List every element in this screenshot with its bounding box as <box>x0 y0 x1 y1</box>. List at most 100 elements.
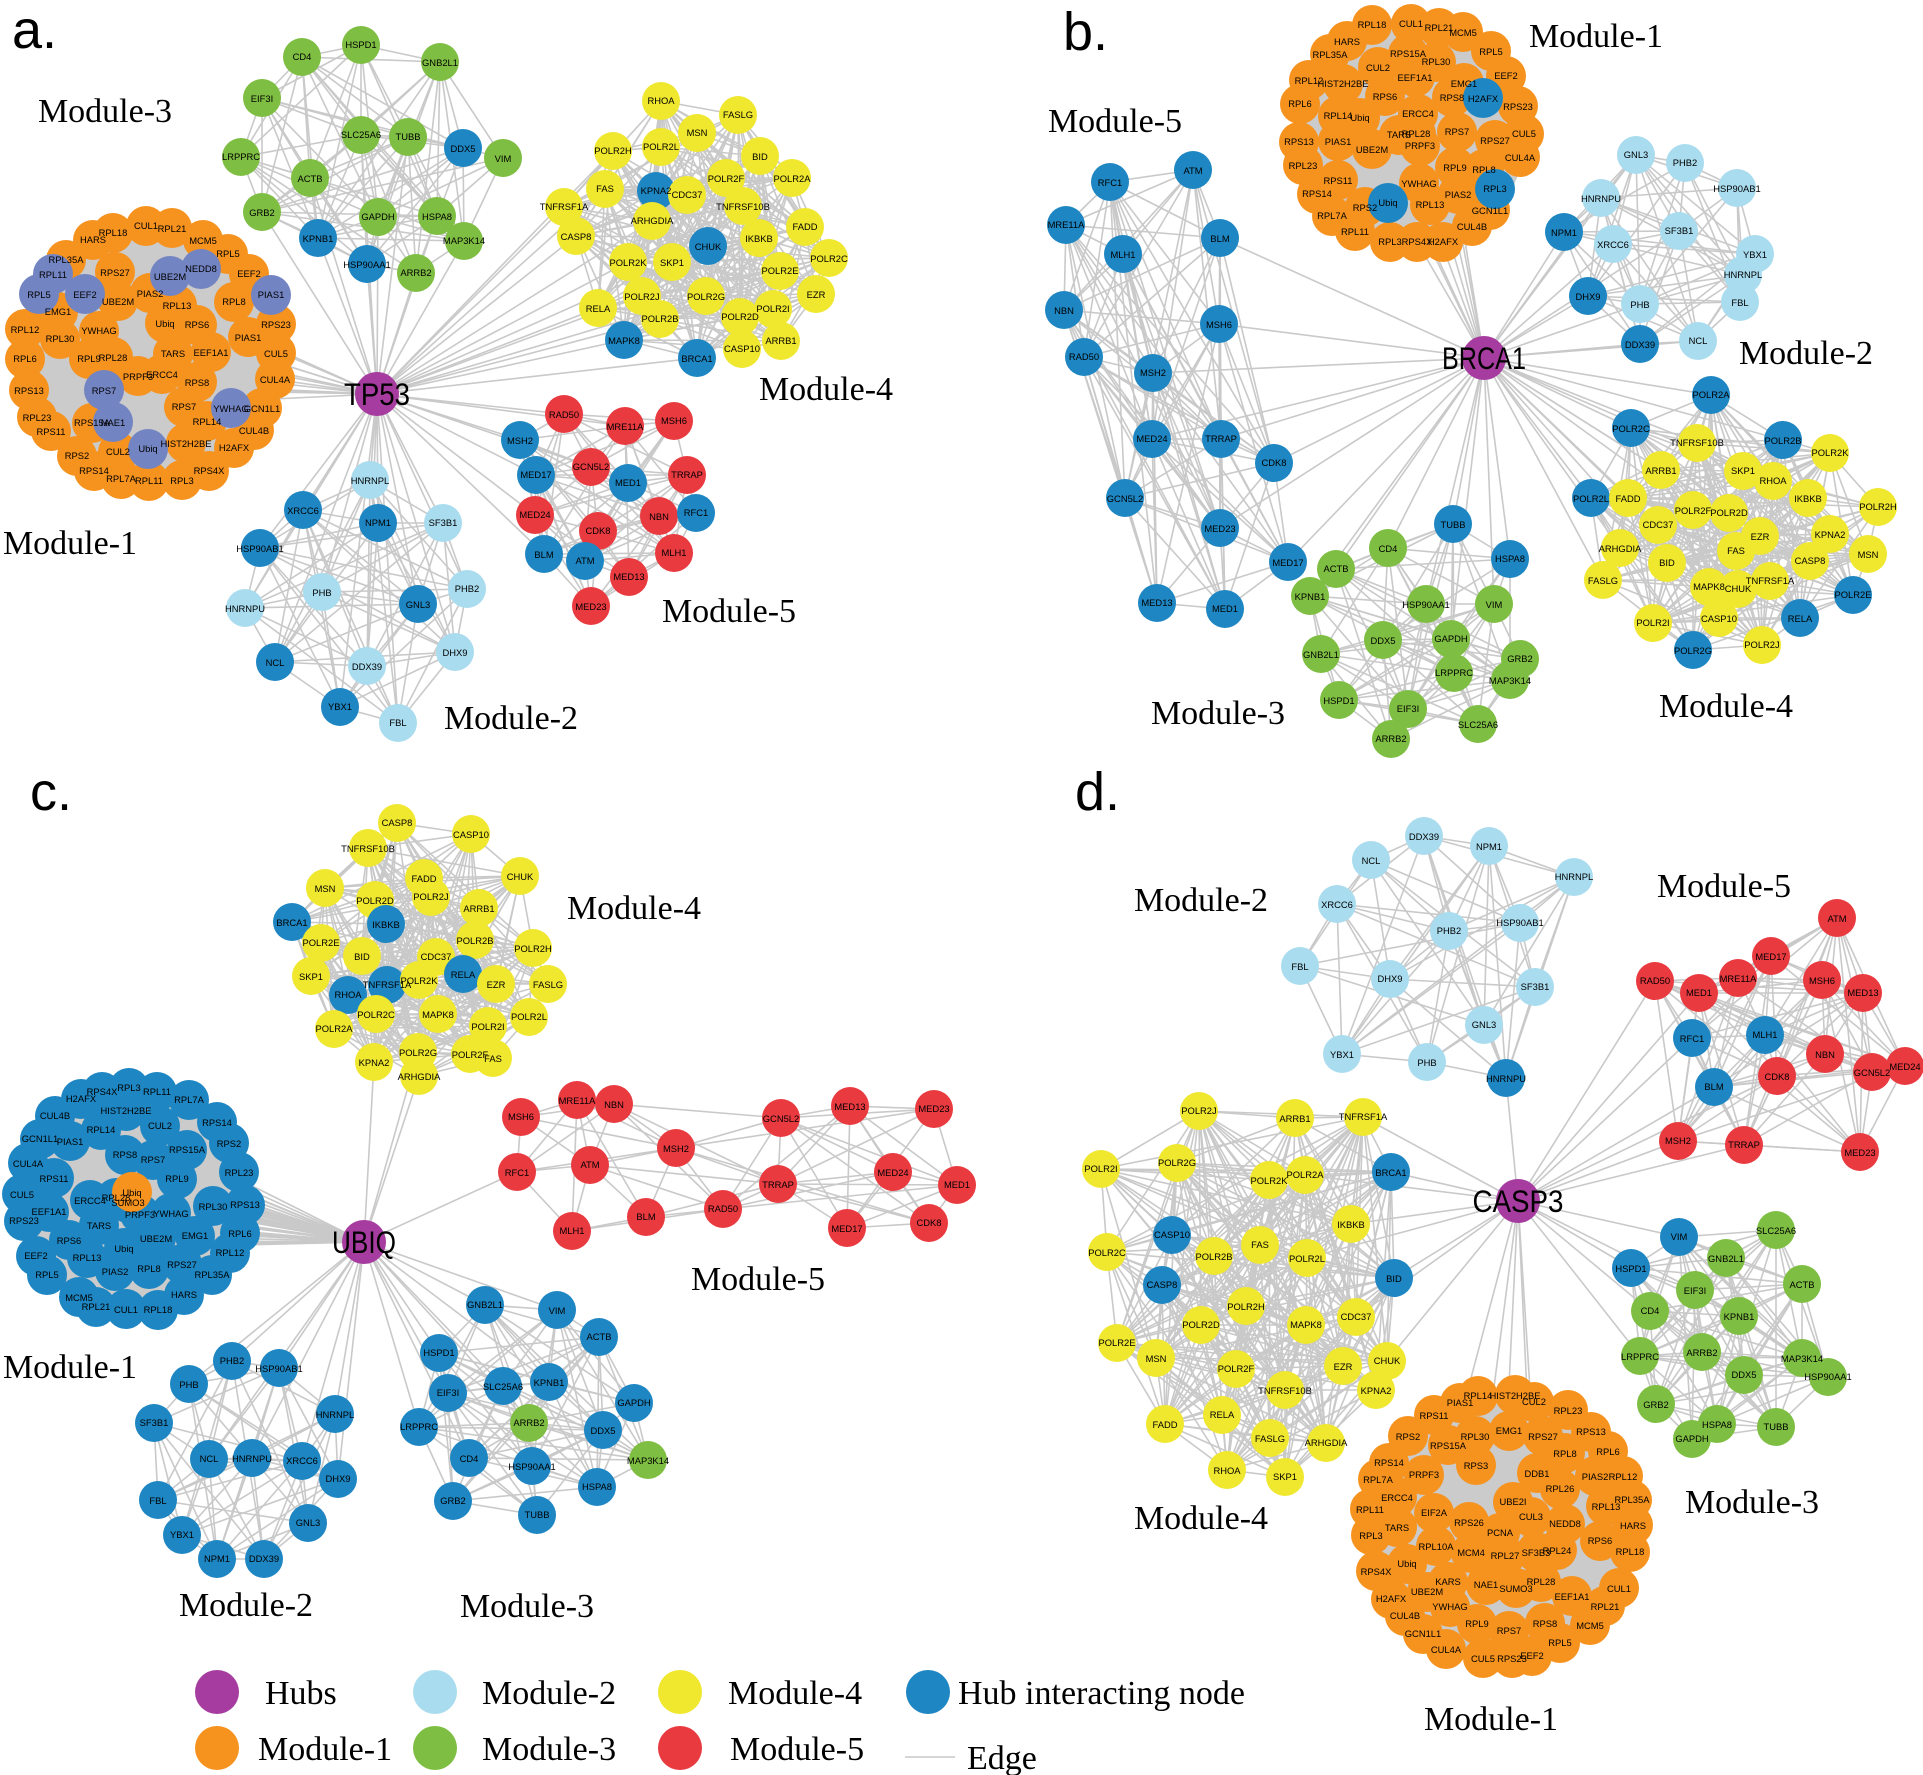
svg-text:KPNA2: KPNA2 <box>1361 1385 1392 1396</box>
svg-text:RPL30: RPL30 <box>199 1201 228 1212</box>
svg-text:CDC37: CDC37 <box>421 951 452 962</box>
svg-text:Module-2: Module-2 <box>1739 335 1873 372</box>
svg-text:RPS27: RPS27 <box>100 267 130 278</box>
svg-text:GNB2L1: GNB2L1 <box>1303 649 1339 660</box>
svg-text:RPL11: RPL11 <box>1341 226 1369 237</box>
svg-text:RPS13: RPS13 <box>230 1199 260 1210</box>
svg-text:POLR2J: POLR2J <box>624 291 659 302</box>
svg-text:HSP90AA1: HSP90AA1 <box>343 259 390 270</box>
svg-text:POLR2H: POLR2H <box>1227 1301 1265 1312</box>
svg-text:Module-1: Module-1 <box>3 525 137 562</box>
svg-text:CASP8: CASP8 <box>1795 555 1826 566</box>
svg-text:POLR2A: POLR2A <box>316 1023 354 1034</box>
svg-text:RPS2: RPS2 <box>1396 1431 1421 1442</box>
svg-text:ACTB: ACTB <box>1789 1279 1814 1290</box>
svg-text:RPS15A: RPS15A <box>169 1144 206 1155</box>
svg-text:ERCC4: ERCC4 <box>1402 108 1434 119</box>
svg-text:Module-4: Module-4 <box>1659 688 1793 725</box>
svg-text:CUL4B: CUL4B <box>40 1110 70 1121</box>
svg-text:MAP3K14: MAP3K14 <box>443 235 485 246</box>
svg-text:PIAS1: PIAS1 <box>57 1136 84 1147</box>
svg-text:SKP1: SKP1 <box>1273 1471 1297 1482</box>
svg-text:YWHAG: YWHAG <box>1401 178 1436 189</box>
svg-text:TNFRSF1A: TNFRSF1A <box>540 201 589 212</box>
svg-text:RPL30: RPL30 <box>1422 56 1451 67</box>
svg-text:GCN1L1: GCN1L1 <box>244 403 280 414</box>
svg-text:KPNA2: KPNA2 <box>359 1057 390 1068</box>
svg-text:SKP1: SKP1 <box>1731 465 1755 476</box>
svg-text:HNRNPL: HNRNPL <box>351 475 390 486</box>
svg-text:MED1: MED1 <box>1686 987 1712 998</box>
svg-text:CHUK: CHUK <box>1725 583 1752 594</box>
svg-text:CUL4A: CUL4A <box>260 374 291 385</box>
svg-text:RPL35A: RPL35A <box>195 1269 231 1280</box>
svg-text:HSPD1: HSPD1 <box>423 1347 454 1358</box>
svg-text:PRPF3: PRPF3 <box>1405 140 1435 151</box>
svg-text:RPS23: RPS23 <box>1497 1653 1527 1664</box>
svg-text:RPS2: RPS2 <box>217 1138 242 1149</box>
svg-text:BID: BID <box>1386 1273 1402 1284</box>
svg-text:CUL5: CUL5 <box>1471 1653 1495 1664</box>
svg-text:ACTB: ACTB <box>1323 563 1348 574</box>
svg-text:HSPA8: HSPA8 <box>422 211 452 222</box>
svg-text:c.: c. <box>30 762 72 822</box>
svg-text:EIF3I: EIF3I <box>1397 703 1419 714</box>
svg-text:KPNA2: KPNA2 <box>1815 529 1846 540</box>
svg-text:RPS23: RPS23 <box>1503 101 1533 112</box>
svg-text:IKBKB: IKBKB <box>745 233 773 244</box>
svg-text:MSH2: MSH2 <box>507 435 533 446</box>
svg-text:GAPDH: GAPDH <box>361 211 394 222</box>
svg-text:HSPA8: HSPA8 <box>582 1481 612 1492</box>
svg-text:ATM: ATM <box>1183 165 1202 176</box>
svg-text:DDX5: DDX5 <box>590 1425 615 1436</box>
svg-text:MAP3K14: MAP3K14 <box>1489 675 1531 686</box>
svg-text:MSH2: MSH2 <box>1140 367 1166 378</box>
svg-text:RPS8: RPS8 <box>1533 1618 1558 1629</box>
svg-text:Module-2: Module-2 <box>482 1675 616 1712</box>
svg-text:KPNB1: KPNB1 <box>534 1377 565 1388</box>
svg-text:EMG1: EMG1 <box>182 1230 209 1241</box>
svg-text:FADD: FADD <box>1152 1419 1177 1430</box>
svg-text:RPL18: RPL18 <box>1358 19 1387 30</box>
svg-text:RPS13: RPS13 <box>14 385 44 396</box>
svg-text:GAPDH: GAPDH <box>617 1397 650 1408</box>
svg-text:HIST2H2BE: HIST2H2BE <box>1317 78 1368 89</box>
svg-text:POLR2K: POLR2K <box>401 975 439 986</box>
svg-text:ATM: ATM <box>575 555 594 566</box>
svg-text:d.: d. <box>1075 762 1120 822</box>
svg-text:Module-5: Module-5 <box>662 593 796 630</box>
svg-text:GNL3: GNL3 <box>1624 149 1649 160</box>
svg-text:RPL23: RPL23 <box>1554 1405 1583 1416</box>
svg-text:MED23: MED23 <box>918 1103 949 1114</box>
svg-text:TNFRSF10B: TNFRSF10B <box>716 201 770 212</box>
svg-text:RPL9: RPL9 <box>1465 1618 1488 1629</box>
svg-text:YBX1: YBX1 <box>1330 1049 1354 1060</box>
svg-text:POLR2J: POLR2J <box>1181 1105 1216 1116</box>
svg-text:CDK8: CDK8 <box>1764 1071 1789 1082</box>
svg-text:TUBB: TUBB <box>1763 1421 1788 1432</box>
svg-text:Module-1: Module-1 <box>1424 1701 1558 1738</box>
svg-text:Edge: Edge <box>967 1740 1037 1775</box>
svg-text:PIAS2: PIAS2 <box>1582 1471 1609 1482</box>
svg-text:RELA: RELA <box>1210 1409 1235 1420</box>
svg-text:POLR2E: POLR2E <box>303 937 340 948</box>
svg-text:RPL3: RPL3 <box>1359 1530 1382 1541</box>
svg-text:RHOA: RHOA <box>647 95 675 106</box>
svg-text:HSP90AA1: HSP90AA1 <box>1402 599 1449 610</box>
svg-text:PIAS1: PIAS1 <box>1325 136 1352 147</box>
svg-text:MRE11A: MRE11A <box>1720 973 1758 984</box>
svg-text:UBIQ: UBIQ <box>332 1224 396 1260</box>
svg-text:RPS7: RPS7 <box>141 1154 166 1165</box>
svg-text:ERCC4: ERCC4 <box>146 369 178 380</box>
svg-text:GCN1L1: GCN1L1 <box>22 1133 58 1144</box>
svg-text:ARHGDIA: ARHGDIA <box>398 1071 441 1082</box>
svg-text:RPS13: RPS13 <box>1576 1426 1606 1437</box>
svg-text:DHX9: DHX9 <box>325 1473 350 1484</box>
svg-text:CUL1: CUL1 <box>1399 18 1423 29</box>
svg-text:RPS15A: RPS15A <box>1430 1440 1467 1451</box>
svg-text:MED17: MED17 <box>1755 951 1786 962</box>
svg-text:POLR2C: POLR2C <box>810 253 848 264</box>
svg-text:RPS4X: RPS4X <box>1361 1566 1392 1577</box>
svg-text:RPL35A: RPL35A <box>1313 49 1349 60</box>
svg-text:IKBKB: IKBKB <box>372 919 400 930</box>
